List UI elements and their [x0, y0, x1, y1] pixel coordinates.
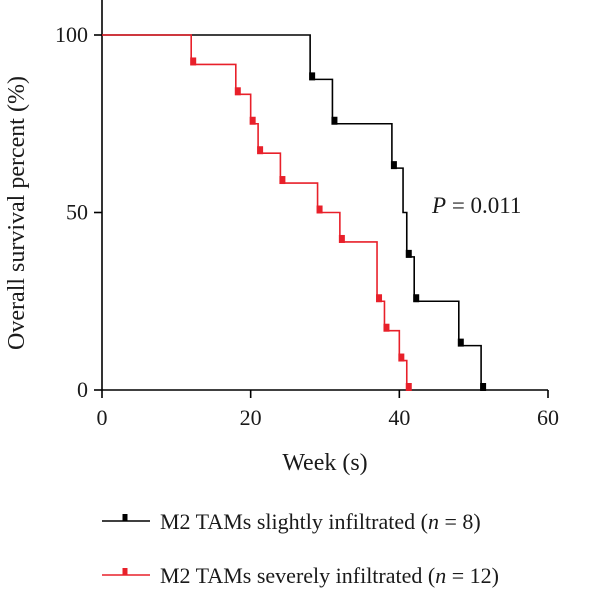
- y-tick-label: 50: [66, 200, 88, 225]
- axes: 0 20 40 60 0 50 100: [55, 0, 559, 430]
- censor-mark: [398, 353, 405, 362]
- x-tick-label: 0: [97, 405, 108, 430]
- legend-n-slightly: n: [428, 509, 439, 534]
- censor-mark: [309, 72, 316, 81]
- censor-mark: [383, 323, 390, 332]
- p-value-annotation: P = 0.011: [431, 193, 521, 218]
- censor-mark: [413, 294, 420, 303]
- series-line-0: [102, 34, 482, 390]
- text-layer: P = 0.011 Week (s) Overall survival perc…: [4, 76, 521, 476]
- y-axis-title: Overall survival percent (%): [4, 76, 30, 350]
- censor-mark: [249, 116, 256, 125]
- legend-label-slightly: M2 TAMs slightly infiltrated (n = 8): [160, 509, 481, 534]
- legend-n-text-slightly: = 8): [439, 509, 481, 534]
- censor-mark: [257, 146, 264, 155]
- censor-mark: [316, 205, 323, 214]
- legend-name-severely: M2 TAMs severely infiltrated (: [160, 563, 435, 588]
- legend-marker-severely: [122, 568, 128, 575]
- p-value-text: = 0.011: [446, 193, 521, 218]
- series-1: [102, 34, 412, 391]
- censor-mark: [457, 338, 464, 347]
- x-tick-label: 20: [240, 405, 262, 430]
- legend: M2 TAMs slightly infiltrated (n = 8) M2 …: [102, 509, 499, 588]
- censor-mark: [405, 383, 412, 391]
- y-tick-label: 0: [77, 377, 88, 402]
- censor-mark: [234, 87, 241, 96]
- censor-mark: [390, 161, 397, 170]
- censor-mark: [338, 234, 345, 243]
- y-tick-label: 100: [55, 22, 88, 47]
- censor-mark: [480, 383, 487, 391]
- legend-n-text-severely: = 12): [446, 563, 499, 588]
- x-axis-title: Week (s): [282, 450, 367, 476]
- x-tick-label: 60: [537, 405, 559, 430]
- censor-mark: [279, 176, 286, 185]
- series-layer: [102, 34, 487, 391]
- legend-label-severely: M2 TAMs severely infiltrated (n = 12): [160, 563, 499, 588]
- censor-mark: [405, 249, 412, 258]
- p-value-prefix: P: [431, 193, 446, 218]
- series-line-1: [102, 34, 408, 390]
- censor-mark: [376, 294, 383, 303]
- legend-name-slightly: M2 TAMs slightly infiltrated (: [160, 509, 428, 534]
- censor-mark: [190, 57, 197, 66]
- legend-item-severely: M2 TAMs severely infiltrated (n = 12): [102, 563, 499, 588]
- legend-marker-slightly: [122, 514, 128, 521]
- x-tick-label: 40: [388, 405, 410, 430]
- series-0: [102, 34, 487, 391]
- censor-mark: [331, 116, 338, 125]
- legend-item-slightly: M2 TAMs slightly infiltrated (n = 8): [102, 509, 481, 534]
- legend-n-severely: n: [435, 563, 446, 588]
